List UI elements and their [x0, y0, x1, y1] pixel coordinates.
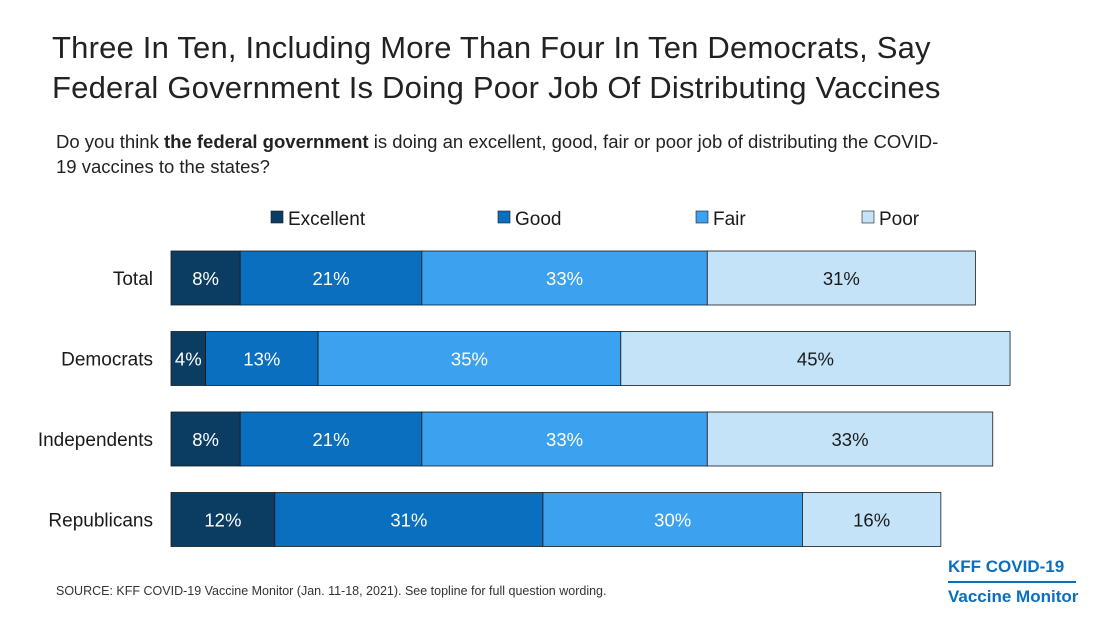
- chart-title-line-2: Federal Government Is Doing Poor Job Of …: [52, 70, 941, 105]
- bar-total-poor: [706, 250, 976, 306]
- question-text: Do you think the federal government is d…: [56, 129, 1066, 179]
- legend-swatch-good: [497, 210, 511, 224]
- data-label-total-poor: 31%: [823, 268, 860, 289]
- data-label-independents-excellent: 8%: [192, 429, 219, 450]
- question-suffix-line-1: is doing an excellent, good, fair or poo…: [368, 131, 939, 152]
- bar-total-fair: [421, 250, 708, 306]
- category-label-total: Total: [113, 269, 153, 290]
- bar-independents-good: [239, 411, 423, 467]
- data-label-total-good: 21%: [313, 268, 350, 289]
- data-label-democrats-fair: 35%: [451, 349, 488, 370]
- bar-republicans-poor: [802, 492, 942, 547]
- question-prefix: Do you think: [56, 131, 164, 152]
- stacked-bar-chart: Excellent Good Fair Poor Total 8% 21% 33% 31% De…: [38, 209, 1011, 547]
- data-label-republicans-poor: 16%: [853, 510, 890, 531]
- category-label-republicans: Republicans: [48, 511, 153, 532]
- bars: Total 8% 21% 33% 31% Democrats 4% 13% 35% 45% Inde…: [38, 250, 1011, 547]
- legend-label-excellent: Excellent: [288, 209, 366, 230]
- legend-swatch-fair: [695, 210, 709, 224]
- data-label-republicans-good: 31%: [390, 510, 427, 531]
- question-suffix-line-2: 19 vaccines to the states?: [56, 156, 270, 177]
- data-label-independents-fair: 33%: [546, 429, 583, 450]
- data-label-democrats-excellent: 4%: [175, 349, 202, 370]
- bar-total-excellent: [170, 250, 241, 306]
- data-label-republicans-fair: 30%: [654, 510, 691, 531]
- legend-label-good: Good: [515, 209, 561, 230]
- bar-democrats-fair: [317, 331, 622, 386]
- data-label-total-excellent: 8%: [192, 268, 219, 289]
- source-note: SOURCE: KFF COVID-19 Vaccine Monitor (Ja…: [56, 584, 607, 598]
- bar-republicans-good: [274, 492, 544, 547]
- category-label-independents: Independents: [38, 430, 153, 451]
- bar-independents-fair: [421, 411, 708, 467]
- question-bold: the federal government: [163, 131, 369, 152]
- logo-rule: [948, 581, 1076, 583]
- data-label-democrats-poor: 45%: [797, 349, 834, 370]
- bar-independents-poor: [706, 411, 994, 467]
- category-label-democrats: Democrats: [61, 350, 153, 371]
- chart-title-line-1: Three In Ten, Including More Than Four I…: [52, 30, 931, 65]
- data-label-total-fair: 33%: [546, 268, 583, 289]
- legend-label-poor: Poor: [879, 209, 920, 230]
- legend-swatch-poor: [861, 210, 875, 224]
- legend-label-fair: Fair: [713, 209, 746, 230]
- logo-line-2: Vaccine Monitor: [948, 587, 1079, 606]
- data-label-independents-good: 21%: [313, 429, 350, 450]
- logo-line-1: KFF COVID-19: [948, 557, 1065, 576]
- kff-logo: KFF COVID-19 Vaccine Monitor: [948, 556, 1094, 608]
- data-label-republicans-excellent: 12%: [204, 510, 241, 531]
- data-label-independents-poor: 33%: [832, 429, 869, 450]
- bar-independents-excellent: [170, 411, 241, 467]
- bar-total-good: [239, 250, 423, 306]
- data-label-democrats-good: 13%: [243, 349, 280, 370]
- bar-democrats-poor: [620, 331, 1011, 386]
- legend: Excellent Good Fair Poor: [270, 209, 920, 230]
- chart-title: Three In Ten, Including More Than Four I…: [52, 28, 1092, 108]
- legend-swatch-excellent: [270, 210, 284, 224]
